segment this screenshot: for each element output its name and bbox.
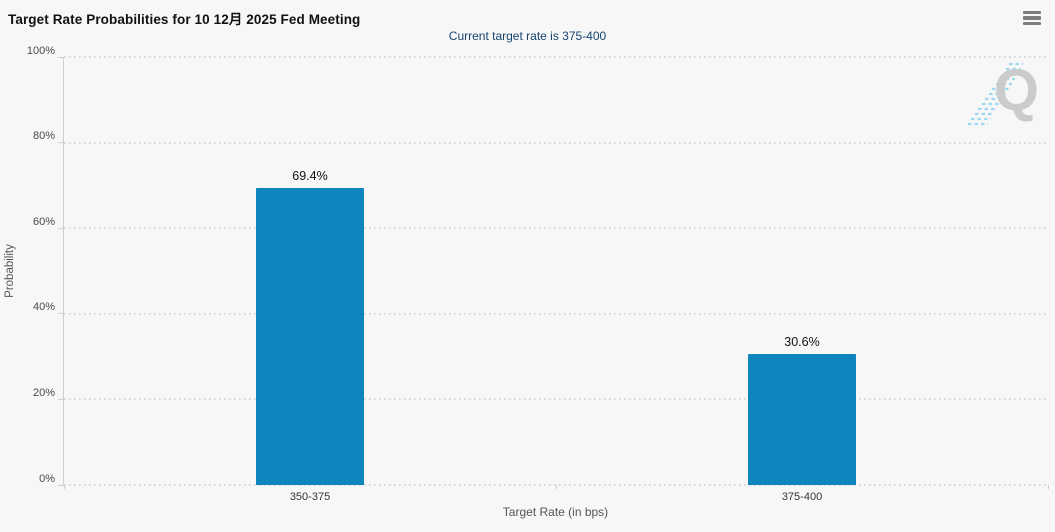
gridline-100: [64, 56, 1048, 58]
y-tick-label: 40%: [32, 301, 55, 314]
y-tick-mark: [58, 484, 64, 486]
x-category-label: 375-400: [781, 491, 823, 503]
y-tick-label: 100%: [26, 44, 55, 57]
y-tick-mark: [58, 142, 64, 144]
bar-value-label: 30.6%: [784, 335, 820, 350]
y-tick-label: 80%: [32, 130, 55, 143]
x-tick-mark: [555, 485, 557, 489]
x-tick-mark: [1047, 485, 1049, 489]
y-tick-mark: [58, 313, 64, 315]
chart-subtitle: Current target rate is 375-400: [448, 29, 607, 43]
gridline-20: [64, 398, 1048, 401]
bar-350-375[interactable]: [256, 187, 364, 485]
y-tick-label: 0%: [39, 472, 55, 485]
gridline-80: [64, 141, 1048, 144]
y-tick-mark: [58, 227, 64, 229]
bar-375-400[interactable]: [748, 354, 856, 485]
hamburger-menu-icon[interactable]: [1021, 8, 1043, 28]
y-tick-label: 60%: [32, 215, 55, 228]
x-category-label: 350-375: [289, 491, 331, 503]
y-axis-title: Probability: [4, 244, 17, 298]
x-axis-title: Target Rate (in bps): [502, 505, 609, 519]
chart-title: Target Rate Probabilities for 10 12月 202…: [8, 12, 361, 27]
bar-value-label: 69.4%: [292, 168, 328, 183]
x-tick-mark: [63, 485, 65, 489]
plot-area: 0% 20% 40% 60% 80% 100% 69.4% 350-375 30.6% 375-4…: [27, 45, 1049, 503]
hamburger-bar: [1023, 21, 1041, 25]
gridline-60: [64, 227, 1048, 230]
gridline-40: [64, 312, 1048, 315]
y-tick-mark: [58, 398, 64, 400]
y-tick-label: 20%: [32, 386, 55, 399]
y-tick-mark: [58, 56, 64, 58]
hamburger-bar: [1023, 11, 1041, 15]
hamburger-bar: [1023, 16, 1041, 20]
